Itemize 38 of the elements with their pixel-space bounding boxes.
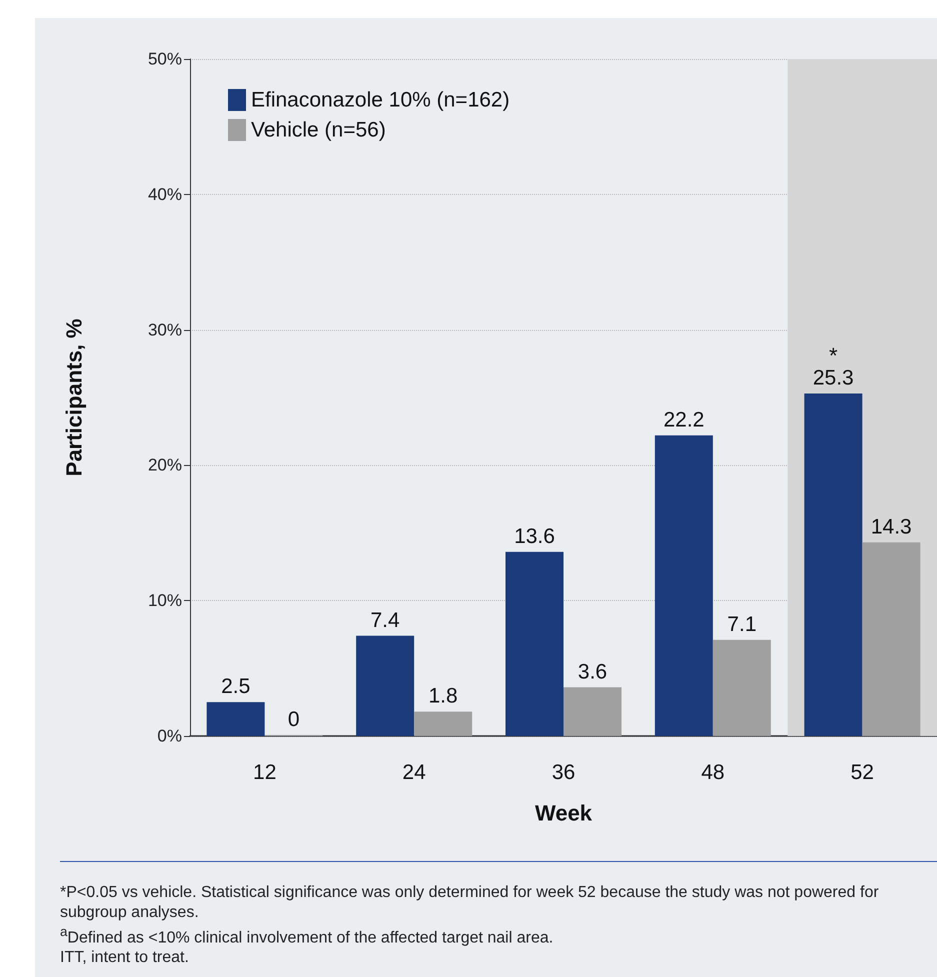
data-label: 22.2 [663,408,704,432]
y-tick-label: 10% [148,591,182,610]
bar [414,712,472,736]
data-label: 3.6 [578,660,608,684]
data-label: 25.3 [812,366,854,390]
data-label: 14.3 [870,515,912,538]
data-label: 7.1 [727,612,756,636]
legend-label: Vehicle (n=56) [251,118,386,142]
data-label: 2.5 [221,675,250,698]
bar [862,542,920,736]
bar [712,640,771,736]
x-tick-label: 52 [850,761,874,784]
y-tick-label: 20% [148,456,182,475]
y-tick-label: 50% [148,50,182,68]
y-tick-label: 40% [148,184,182,204]
y-tick-label: 30% [148,320,182,340]
annotation: * [829,342,838,368]
bar [206,702,265,736]
data-label: 1.8 [428,684,458,708]
bar [654,435,713,736]
x-tick-label: 12 [253,761,276,784]
x-tick-label: 24 [402,761,426,784]
y-axis-title: Participants, % [62,318,86,476]
text: $^{a}$Defined as <10% clinical involvement of the affected target nail area. [60,923,554,948]
text: ITT, intent to treat. [60,948,190,968]
bar [356,636,414,736]
y-tick-label: 0% [157,726,182,746]
text: *P<0.05 vs vehicle. Statistical significance was only determined for week 52 because the study was not powered for subgroup analyses. [60,883,880,922]
bar [804,393,862,736]
legend-label: Efinaconazole 10% (n=162) [251,88,510,112]
data-label: 0 [288,708,300,731]
data-label: 13.6 [514,524,555,548]
x-tick-label: 48 [701,761,725,784]
bar [564,687,622,736]
bar [506,552,564,736]
data-label: 7.4 [370,608,400,632]
x-axis-title: Week [534,800,593,826]
x-tick-label: 36 [552,761,576,784]
